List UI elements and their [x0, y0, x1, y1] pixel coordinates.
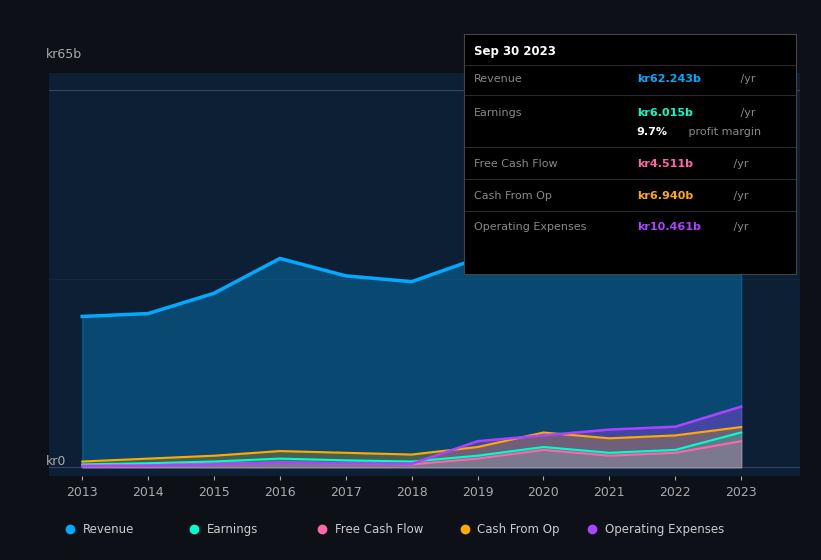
Text: kr6.940b: kr6.940b	[637, 191, 693, 201]
Text: Operating Expenses: Operating Expenses	[605, 522, 724, 536]
Text: /yr: /yr	[736, 108, 755, 118]
Text: Earnings: Earnings	[474, 108, 522, 118]
Text: /yr: /yr	[736, 74, 755, 85]
Text: kr4.511b: kr4.511b	[637, 158, 693, 169]
Text: kr65b: kr65b	[45, 48, 81, 60]
Text: profit margin: profit margin	[685, 127, 761, 137]
Text: Cash From Op: Cash From Op	[474, 191, 552, 201]
Text: 9.7%: 9.7%	[637, 127, 667, 137]
Text: kr62.243b: kr62.243b	[637, 74, 700, 85]
Text: kr6.015b: kr6.015b	[637, 108, 693, 118]
Text: /yr: /yr	[730, 158, 749, 169]
Text: Operating Expenses: Operating Expenses	[474, 222, 586, 232]
Text: Sep 30 2023: Sep 30 2023	[474, 45, 556, 58]
Text: Free Cash Flow: Free Cash Flow	[335, 522, 423, 536]
Text: Cash From Op: Cash From Op	[478, 522, 560, 536]
Text: /yr: /yr	[730, 222, 749, 232]
Text: /yr: /yr	[730, 191, 749, 201]
Text: Free Cash Flow: Free Cash Flow	[474, 158, 557, 169]
Text: kr10.461b: kr10.461b	[637, 222, 700, 232]
Text: kr0: kr0	[45, 455, 66, 468]
Text: Revenue: Revenue	[83, 522, 135, 536]
Text: Earnings: Earnings	[207, 522, 259, 536]
Text: Revenue: Revenue	[474, 74, 523, 85]
